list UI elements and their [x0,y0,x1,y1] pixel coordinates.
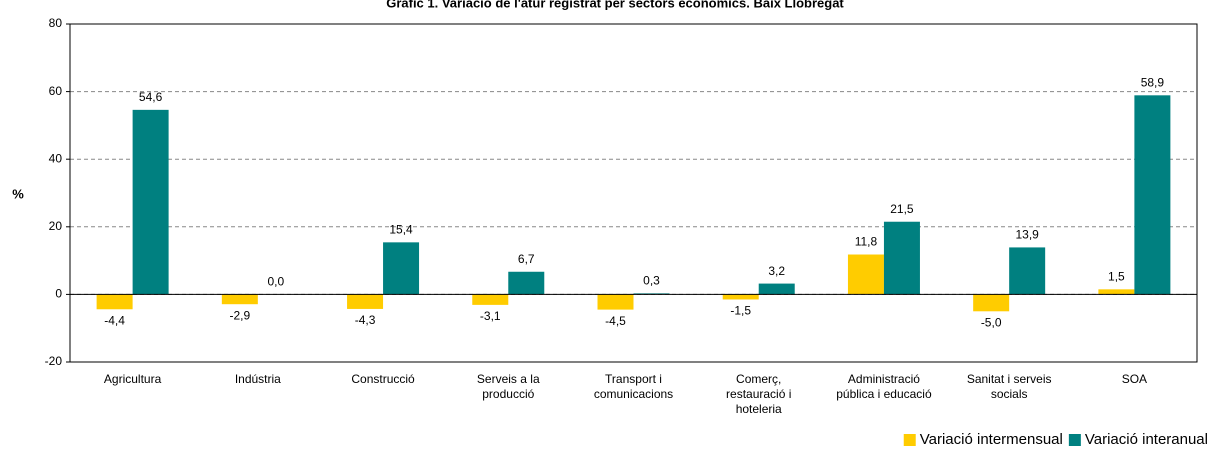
value-label: -5,0 [981,315,1002,329]
bar [221,294,258,305]
value-label: 0,3 [643,274,660,288]
value-label: -1,5 [730,304,751,318]
x-tick-label: Agricultura [104,372,162,386]
bar [633,293,670,295]
value-label: 6,7 [518,252,535,266]
value-label: 58,9 [1141,75,1165,89]
bar [973,294,1010,312]
legend-label: Variació interanual [1085,431,1208,448]
value-label: 21,5 [890,202,914,216]
value-label: -3,1 [480,309,501,323]
chart-title: Gràfic 1. Variació de l'atur registrat p… [386,0,844,10]
bar [597,294,634,310]
bar [472,294,509,305]
bar [96,294,133,310]
value-label: 0,0 [267,275,284,289]
value-label: -4,4 [104,313,125,327]
value-label: -2,9 [229,308,250,322]
bar [132,109,169,295]
value-label: 54,6 [139,90,163,104]
value-label: 11,8 [855,235,878,249]
x-tick-label: Comerç, restauració i hoteleria [726,372,791,416]
y-axis-label: % [12,186,24,201]
bar [722,294,759,300]
bar [758,283,795,295]
value-label: -4,3 [355,313,376,327]
legend-swatch [1068,434,1081,446]
bar [1009,247,1046,295]
value-label: 15,4 [389,223,413,237]
y-tick-label: 40 [49,151,63,165]
bar [1134,95,1171,295]
x-tick-label: SOA [1122,372,1147,386]
bar [847,254,884,295]
value-label: -4,5 [605,314,626,328]
plot-frame [69,23,1198,363]
x-tick-label: Administració pública i educació [836,372,932,401]
x-tick-label: Construcció [351,372,415,386]
legend-swatch [903,434,916,446]
y-tick-label: 60 [49,84,63,98]
y-tick-label: 0 [55,287,62,301]
bar [383,242,420,295]
x-tick-label: Sanitat i serveis socials [967,372,1052,401]
bar [1098,289,1135,295]
x-tick-label: Transport i comunicacions [594,372,673,401]
bar [508,271,545,295]
value-label: 1,5 [1108,270,1125,284]
y-tick-label: 80 [49,16,63,30]
y-tick-label: 20 [49,219,63,233]
legend-label: Variació intermensual [920,431,1063,448]
x-tick-label: Serveis a la producció [477,372,540,401]
value-label: 3,2 [768,264,785,278]
x-tick-label: Indústria [235,372,281,386]
bar [883,221,920,295]
value-label: 13,9 [1015,228,1039,242]
y-tick-label: -20 [45,354,63,368]
bar [347,294,384,309]
